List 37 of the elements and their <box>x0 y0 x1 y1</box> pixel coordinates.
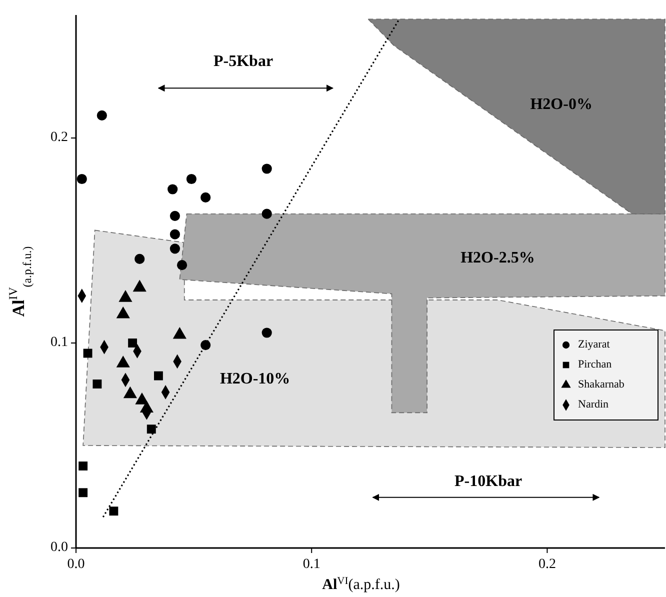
point <box>134 254 145 264</box>
annotation: H2O-10% <box>220 370 290 388</box>
point <box>170 229 180 240</box>
x-axis-title: Al$^{VI}$(a.p.f.u.) <box>322 576 400 593</box>
point <box>170 210 180 221</box>
x-tick-label: 0.0 <box>67 557 85 572</box>
point <box>78 488 88 498</box>
point <box>154 371 163 380</box>
y-tick-label: 0.2 <box>50 130 68 146</box>
annotation: P-5Kbar <box>214 52 274 70</box>
legend-label: Shakarnab <box>578 378 625 391</box>
point <box>146 424 156 434</box>
point <box>170 244 180 254</box>
point <box>78 462 88 470</box>
point <box>96 110 107 120</box>
point <box>186 174 196 184</box>
annotation: P-10Kbar <box>454 473 522 490</box>
y-tick-label: 0.1 <box>50 335 68 350</box>
point <box>262 328 272 338</box>
point <box>109 506 118 516</box>
point <box>262 208 272 219</box>
x-tick-label: 0.1 <box>302 557 320 572</box>
point <box>83 348 92 358</box>
point <box>76 174 87 184</box>
annotation: H2O-0% <box>530 96 592 113</box>
point <box>262 164 272 174</box>
legend-label: Ziyarat <box>578 338 610 351</box>
legend-label: Nardin <box>578 398 610 411</box>
point <box>92 380 102 388</box>
legend-label: Pirchan <box>578 358 612 371</box>
x-tick-label: 0.2 <box>538 557 556 572</box>
y-tick-label: 0.0 <box>50 540 68 556</box>
annotation: H2O-2.5% <box>460 250 535 267</box>
point <box>176 260 188 270</box>
point <box>168 184 178 194</box>
point <box>200 192 211 202</box>
point <box>128 338 138 348</box>
